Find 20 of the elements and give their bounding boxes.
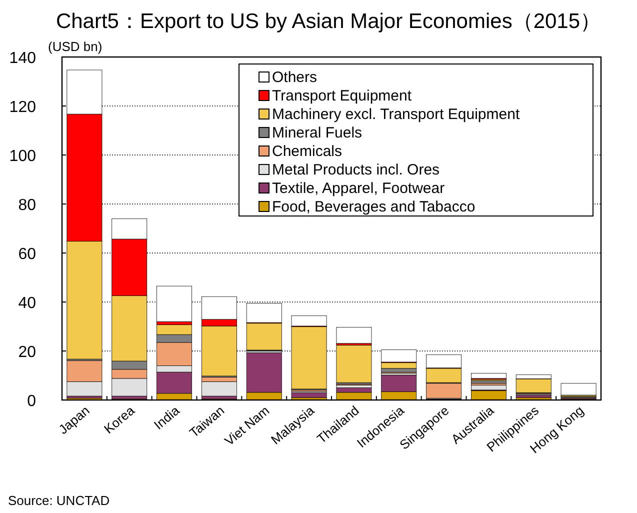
- y-tick-label: 80: [18, 197, 36, 214]
- y-tick-label: 100: [9, 148, 36, 165]
- y-tick-label: 40: [18, 295, 36, 312]
- y-axis-title: (USD bn): [48, 39, 102, 54]
- y-tick-label: 120: [9, 99, 36, 116]
- legend-label: Others: [272, 69, 318, 86]
- y-tick-label: 140: [9, 50, 36, 67]
- legend-label: Transport Equipment: [272, 88, 412, 104]
- legend-label: Mineral Fuels: [272, 124, 362, 142]
- legend-label: Food, Beverages and Tabacco: [272, 198, 476, 216]
- source-note: Source: UNCTAD: [8, 493, 110, 508]
- chart-title: Chart5：Export to US by Asian Major Economies（2015）: [56, 10, 602, 33]
- y-tick-label: 20: [18, 344, 36, 361]
- x-tick-label: India: [150, 402, 183, 432]
- y-tick-label: 60: [18, 246, 36, 263]
- y-tick-label: 0: [27, 393, 36, 410]
- legend-label: Machinery excl. Transport Equipment: [272, 106, 520, 123]
- legend-label: Textile, Apparel, Footwear: [272, 180, 445, 197]
- legend-label: Metal Products incl. Ores: [272, 162, 440, 178]
- legend-label: Chemicals: [272, 143, 342, 160]
